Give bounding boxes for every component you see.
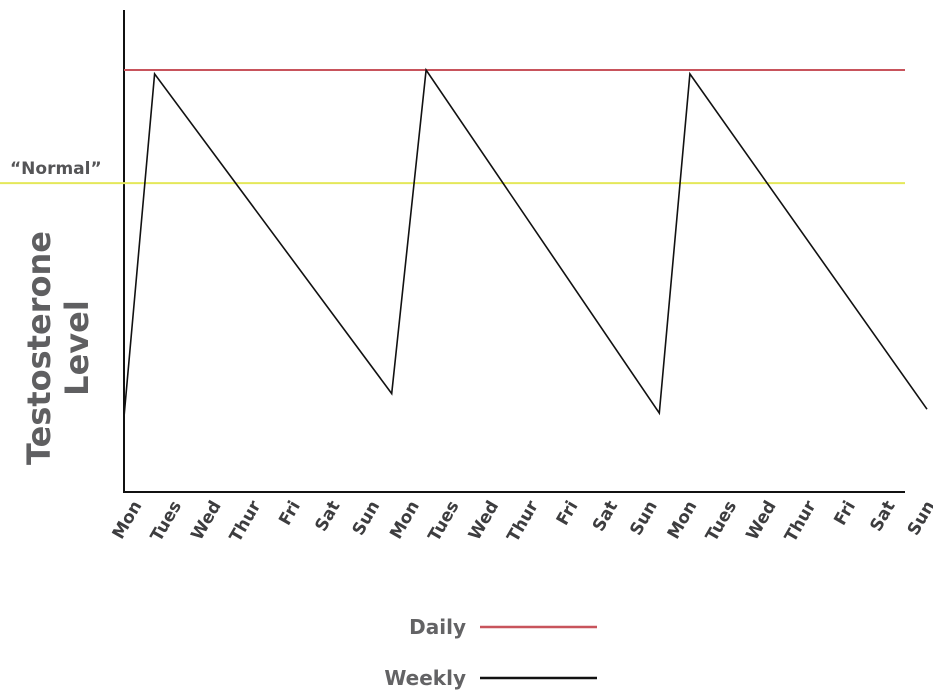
x-tick-label: Wed <box>465 497 503 543</box>
legend-label-weekly: Weekly <box>384 666 466 690</box>
series-line-weekly <box>123 67 928 418</box>
x-tick-label: Sun <box>904 498 933 540</box>
x-tick-label: Sat <box>589 498 622 536</box>
x-tick-label: Mon <box>664 498 702 543</box>
x-tick-label: Sun <box>626 498 662 540</box>
y-axis-label-group: TestosteroneLevel <box>20 231 96 465</box>
plot-area: “Normal” Mon Tues Wed Thur Fri Sat Sun Mon Tues W… <box>0 10 933 546</box>
x-tick-label: Tues <box>424 498 463 546</box>
x-tick-label: Mon <box>109 498 147 543</box>
x-tick-label: Mon <box>386 498 424 543</box>
x-tick-label: Fri <box>830 498 860 529</box>
x-tick-label: Sun <box>349 498 385 540</box>
reference-line-label: “Normal” <box>10 159 102 179</box>
x-tick-label: Thur <box>503 497 543 546</box>
legend-label-daily: Daily <box>409 615 466 639</box>
reference-lines: “Normal” <box>0 159 905 185</box>
x-tick-label: Tues <box>702 498 741 546</box>
x-tick-label: Wed <box>742 498 780 544</box>
x-tick-label: Thur <box>781 497 821 546</box>
x-tick-label: Sat <box>866 498 899 536</box>
y-axis-label: TestosteroneLevel <box>20 231 96 465</box>
x-tick-labels: Mon Tues Wed Thur Fri Sat Sun Mon Tues Wed Thur Fri… <box>109 497 933 546</box>
x-tick-label: Thur <box>226 497 266 546</box>
x-tick-label: Sat <box>311 498 344 536</box>
legend: Daily Weekly <box>384 615 597 690</box>
x-tick-label: Fri <box>275 498 305 529</box>
x-tick-label: Wed <box>187 498 225 544</box>
x-tick-label: Tues <box>147 498 186 546</box>
x-tick-label: Fri <box>553 498 583 529</box>
series-layer <box>123 67 928 418</box>
